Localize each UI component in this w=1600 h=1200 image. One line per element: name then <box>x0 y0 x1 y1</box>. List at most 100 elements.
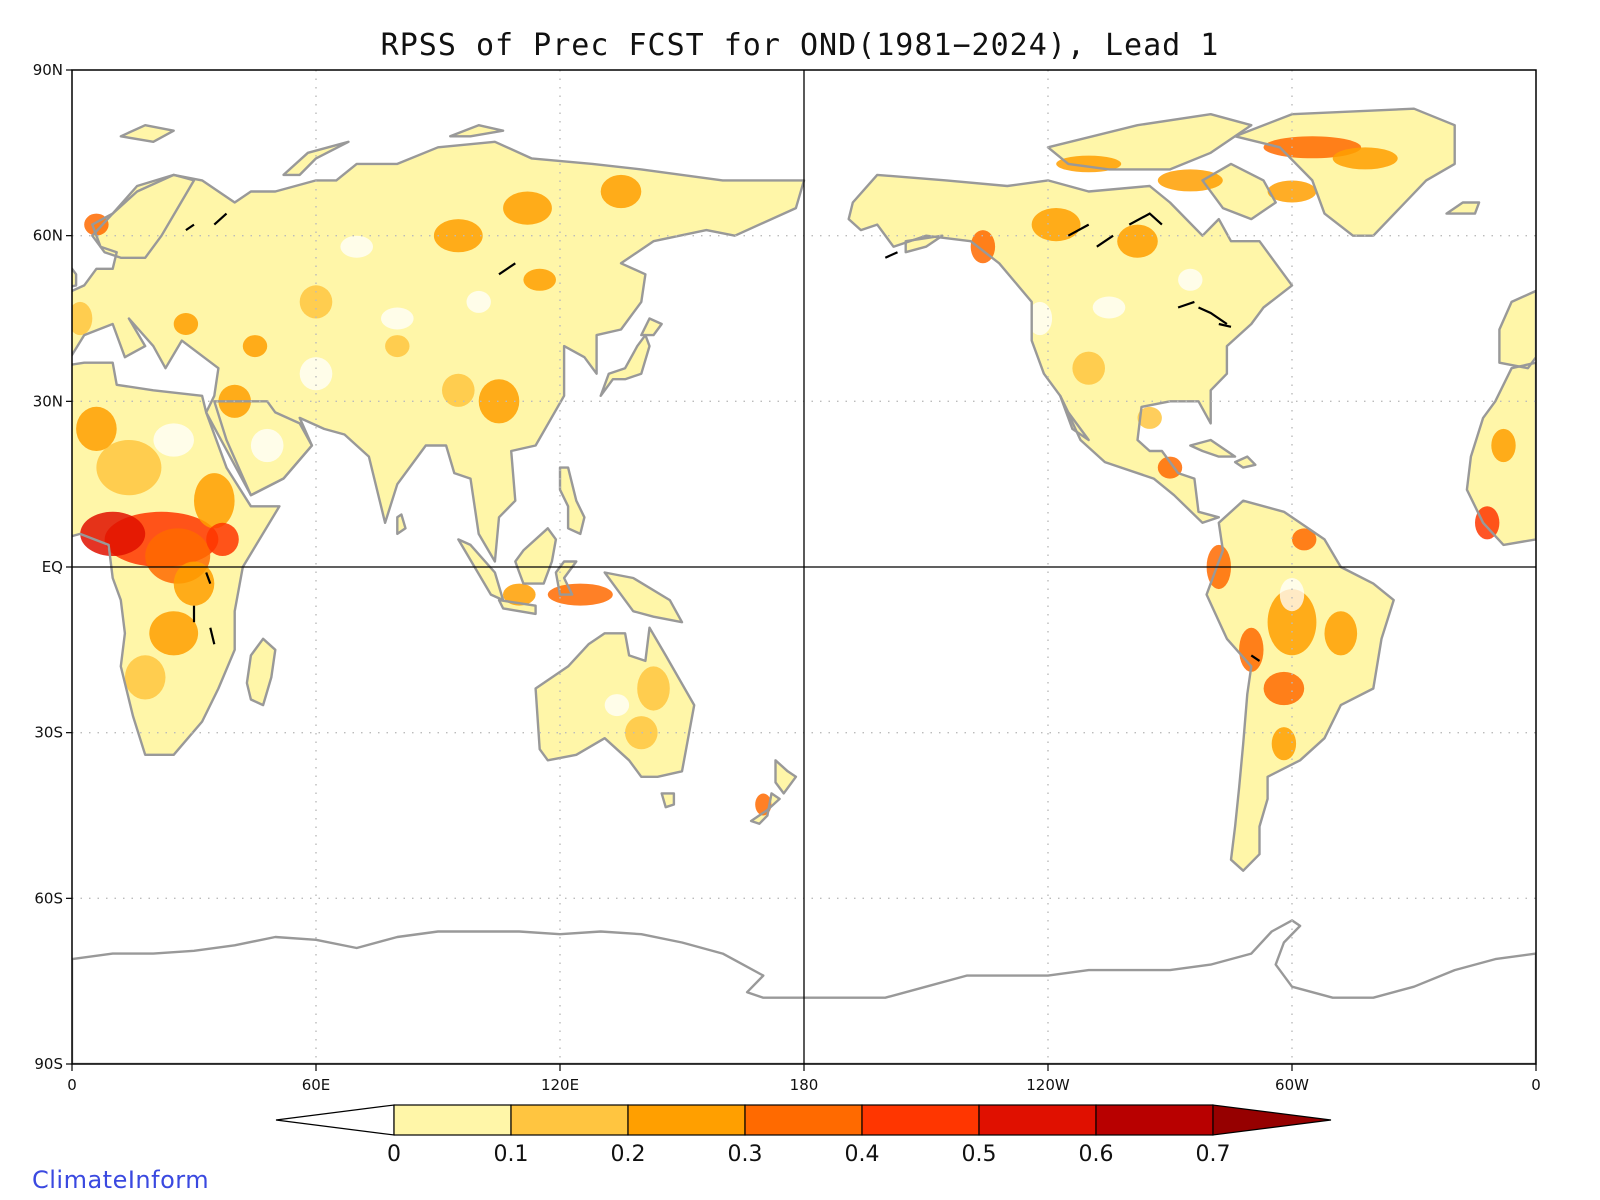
no-skill-patch-10 <box>250 428 284 463</box>
no-skill-patch-6 <box>1092 296 1126 319</box>
lake-1 <box>1067 223 1090 237</box>
coast-iceland <box>1445 201 1481 215</box>
map-plot-area <box>72 70 1536 1064</box>
colorbar-label: 0.2 <box>611 1142 646 1167</box>
skill-patch-44 <box>72 301 93 336</box>
skill-patch-29 <box>1157 456 1183 479</box>
coast-south-america <box>1205 499 1395 872</box>
lake-3 <box>1198 306 1228 325</box>
coast-madagascar <box>245 637 277 707</box>
colorbar-label: 0 <box>387 1142 401 1167</box>
land-japan <box>600 335 650 396</box>
skill-patch-31 <box>1267 589 1317 656</box>
skill-patch-42 <box>1475 506 1500 540</box>
coast-hispaniola <box>1233 455 1257 469</box>
skill-patch-21 <box>637 666 670 711</box>
coast-north-america <box>847 173 1294 524</box>
coast-greenland <box>1233 107 1456 237</box>
coast-baja <box>1058 394 1090 442</box>
equator-and-dateline <box>72 70 1536 1064</box>
skill-patch-7 <box>76 406 117 451</box>
colorbar-swatch <box>978 1104 1097 1136</box>
skill-patch-27 <box>1072 351 1105 385</box>
coast-sulawesi <box>554 560 578 596</box>
land-iceland <box>1446 202 1480 214</box>
coast-britain <box>72 266 78 288</box>
longitude-tick-labels: 0 60E 120E 180 120W 60W 0 <box>67 1064 1541 1094</box>
skill-patch-46 <box>173 313 199 335</box>
coast-tasmania <box>660 792 676 809</box>
coast-antarctica <box>72 919 1536 1064</box>
no-skill-patch-2 <box>381 307 414 330</box>
lake-8 <box>185 223 195 232</box>
no-skill-patch-3 <box>340 235 374 258</box>
lake-9 <box>205 572 212 584</box>
lon-tick-label: 60W <box>1275 1076 1309 1094</box>
colorbar-swatch <box>627 1104 746 1136</box>
lat-tick-label: 90S <box>34 1055 63 1073</box>
no-skill-patch-8 <box>1279 578 1305 612</box>
coast-nz-south <box>749 792 781 825</box>
skill-patch-47 <box>242 335 268 358</box>
skill-patch-38 <box>1332 147 1398 170</box>
skill-patch-25 <box>1031 208 1081 242</box>
coast-eurasia <box>72 140 806 563</box>
coast-alaska-south <box>904 234 944 254</box>
climateinform-credit: ClimateInform <box>32 1166 210 1194</box>
skill-patch-37 <box>1263 136 1362 159</box>
skill-patch-3 <box>173 561 215 606</box>
coast-novaya-zemlya <box>282 140 350 177</box>
land-cuba <box>1190 440 1236 457</box>
rpss-skill-hotspots <box>72 136 1516 816</box>
land-philippines <box>560 467 585 534</box>
lat-tick-label: 90N <box>33 61 63 79</box>
lake-13 <box>1250 654 1261 662</box>
lake-5 <box>1218 322 1232 328</box>
skill-patch-22 <box>625 716 658 750</box>
coastlines <box>72 107 1536 1064</box>
colorbar-label: 0.4 <box>845 1142 880 1167</box>
coast-borneo <box>514 527 558 585</box>
lat-tick-label: 60S <box>34 889 63 907</box>
colorbar-swatch <box>744 1104 863 1136</box>
colorbar-high-triangle <box>1212 1104 1332 1136</box>
colorbar-label: 0.6 <box>1079 1142 1114 1167</box>
colorbar-swatch <box>393 1104 512 1136</box>
colorbar-swatch <box>861 1104 980 1136</box>
skill-patch-34 <box>1271 727 1297 761</box>
no-skill-patch-9 <box>604 694 630 717</box>
lon-tick-label: 0 <box>67 1076 77 1094</box>
coast-hokkaido <box>640 317 663 337</box>
land-europe-north <box>92 174 194 258</box>
land-north-america <box>848 174 1292 523</box>
coast-arabia <box>213 400 314 497</box>
skill-patch-36 <box>1292 528 1317 551</box>
skill-patch-11 <box>299 285 333 319</box>
skill-patch-40 <box>1157 169 1223 192</box>
no-skill-patch-7 <box>1178 268 1203 291</box>
colorbar-swatch <box>510 1104 629 1136</box>
no-skill-patch-4 <box>466 290 491 313</box>
skill-patch-4 <box>149 611 199 656</box>
land-madagascar <box>246 638 276 706</box>
coast-australia <box>534 626 696 778</box>
lat-tick-label: 60N <box>33 227 63 245</box>
skill-patch-13 <box>503 191 552 225</box>
land-canadian-arctic <box>1048 114 1252 170</box>
coast-sri-lanka <box>396 513 407 536</box>
lakes-and-rivers <box>185 212 1261 662</box>
skill-patch-8 <box>206 522 239 557</box>
lon-tick-label: 60E <box>302 1076 331 1094</box>
land-new-guinea <box>604 572 682 623</box>
no-skill-patch-5 <box>1027 301 1053 336</box>
skill-patch-39 <box>1267 180 1317 203</box>
colorbar-label: 0.5 <box>962 1142 997 1167</box>
skill-patch-20 <box>503 583 536 606</box>
lat-tick-label: 30S <box>34 724 63 742</box>
skill-patch-6 <box>194 473 235 529</box>
lake-12 <box>884 251 898 259</box>
land-borneo <box>515 528 556 584</box>
lake-7 <box>213 212 228 226</box>
coast-africa <box>72 361 281 756</box>
